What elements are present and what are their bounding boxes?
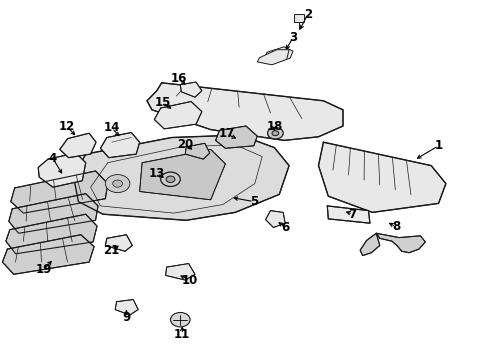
Text: 6: 6 xyxy=(282,221,290,234)
Text: 4: 4 xyxy=(49,152,57,165)
Circle shape xyxy=(105,175,130,193)
Text: 20: 20 xyxy=(177,138,194,151)
Circle shape xyxy=(268,127,283,139)
Text: 7: 7 xyxy=(349,208,357,221)
Polygon shape xyxy=(6,214,97,254)
Text: 8: 8 xyxy=(392,220,400,233)
Polygon shape xyxy=(166,264,195,280)
Polygon shape xyxy=(147,83,343,140)
Text: 9: 9 xyxy=(122,311,130,324)
Polygon shape xyxy=(257,50,289,65)
Polygon shape xyxy=(376,233,425,253)
Text: 12: 12 xyxy=(59,120,75,133)
Polygon shape xyxy=(185,143,210,159)
Polygon shape xyxy=(38,153,86,187)
Polygon shape xyxy=(327,206,370,223)
Circle shape xyxy=(161,172,180,186)
Polygon shape xyxy=(180,82,202,97)
Circle shape xyxy=(272,131,279,136)
Polygon shape xyxy=(318,142,446,212)
Text: 18: 18 xyxy=(266,120,283,133)
Text: 15: 15 xyxy=(154,96,171,109)
Polygon shape xyxy=(360,233,380,256)
Polygon shape xyxy=(74,135,289,220)
Text: 1: 1 xyxy=(435,139,442,152)
Polygon shape xyxy=(154,102,202,129)
Polygon shape xyxy=(105,235,132,251)
Text: 17: 17 xyxy=(218,127,235,140)
Polygon shape xyxy=(11,171,108,213)
Text: 14: 14 xyxy=(103,121,120,134)
Polygon shape xyxy=(9,194,98,233)
Text: 19: 19 xyxy=(36,263,52,276)
Polygon shape xyxy=(115,300,138,315)
Polygon shape xyxy=(2,235,94,274)
Polygon shape xyxy=(100,132,140,158)
Text: 3: 3 xyxy=(289,31,297,44)
Text: 16: 16 xyxy=(171,72,188,85)
Polygon shape xyxy=(60,133,96,158)
Circle shape xyxy=(166,176,175,183)
Text: 11: 11 xyxy=(174,328,191,341)
Polygon shape xyxy=(216,126,257,148)
Text: 10: 10 xyxy=(182,274,198,287)
Polygon shape xyxy=(266,211,285,228)
Circle shape xyxy=(171,312,190,327)
Text: 21: 21 xyxy=(103,244,120,257)
Polygon shape xyxy=(294,14,304,22)
Polygon shape xyxy=(140,149,225,200)
Text: 13: 13 xyxy=(148,167,165,180)
Text: 2: 2 xyxy=(304,8,312,21)
Text: 5: 5 xyxy=(250,195,258,208)
Circle shape xyxy=(113,180,122,187)
Polygon shape xyxy=(265,47,293,62)
